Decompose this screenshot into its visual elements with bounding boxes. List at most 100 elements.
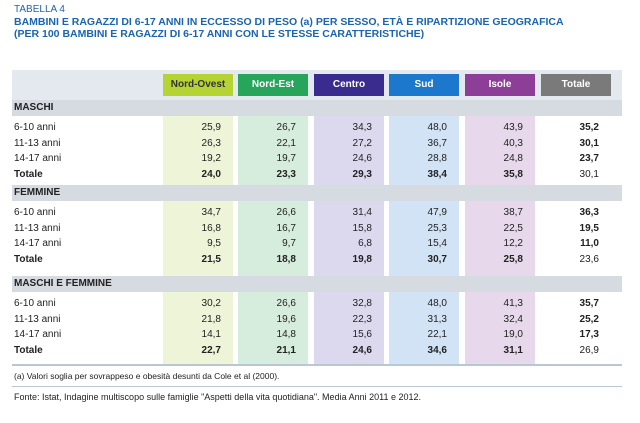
cell: 27,2 xyxy=(352,137,372,149)
column-band xyxy=(238,100,308,364)
cell: 19,0 xyxy=(503,329,523,340)
column-header: Sud xyxy=(389,74,459,96)
row-label: 14-17 anni xyxy=(14,238,62,249)
cell: 36,7 xyxy=(427,137,447,149)
cell: 34,3 xyxy=(352,122,372,133)
cell: 31,1 xyxy=(503,344,523,356)
cell: 19,2 xyxy=(201,153,221,164)
cell: 25,9 xyxy=(201,122,221,133)
row-label: 11-13 anni xyxy=(14,222,61,234)
cell: 15,4 xyxy=(427,238,447,249)
cell: 29,3 xyxy=(352,168,372,180)
section-bar xyxy=(12,185,622,201)
cell: 16,7 xyxy=(276,222,296,234)
cell: 23,7 xyxy=(579,153,599,164)
cell: 31,4 xyxy=(352,207,372,218)
cell: 32,8 xyxy=(352,298,372,309)
cell: 16,8 xyxy=(201,222,221,234)
cell: 19,5 xyxy=(579,222,599,234)
cell: 11,0 xyxy=(580,238,599,249)
title-line: (PER 100 BAMBINI E RAGAZZI DI 6-17 ANNI … xyxy=(14,28,425,40)
cell: 22,7 xyxy=(201,344,221,356)
cell: 48,0 xyxy=(427,122,447,133)
cell: 14,1 xyxy=(201,329,221,340)
cell: 41,3 xyxy=(503,298,523,309)
row-label: Totale xyxy=(14,344,43,356)
cell: 22,3 xyxy=(352,313,372,325)
column-header: Centro xyxy=(314,74,384,96)
column-band xyxy=(163,100,233,364)
cell: 15,8 xyxy=(352,222,372,234)
row-label: 11-13 anni xyxy=(14,313,61,325)
row-label: Totale xyxy=(14,168,43,180)
column-header: Nord-Ovest xyxy=(163,74,233,96)
row-label: Totale xyxy=(14,253,43,265)
cell: 21,1 xyxy=(276,344,296,356)
cell: 35,8 xyxy=(503,168,523,180)
cell: 32,4 xyxy=(503,313,523,325)
column-header: Isole xyxy=(465,74,535,96)
row-label: 14-17 anni xyxy=(14,153,62,164)
row-label: 6-10 anni xyxy=(14,122,56,133)
cell: 38,4 xyxy=(427,168,447,180)
cell: 25,3 xyxy=(427,222,447,234)
cell: 24,0 xyxy=(201,168,221,180)
cell: 38,7 xyxy=(503,207,523,218)
column-band xyxy=(389,100,459,364)
column-band xyxy=(314,100,384,364)
cell: 17,3 xyxy=(579,329,599,340)
cell: 26,9 xyxy=(579,344,599,356)
cell: 26,6 xyxy=(276,298,296,309)
row-label: 6-10 anni xyxy=(14,298,56,309)
cell: 25,2 xyxy=(579,313,599,325)
cell: 26,7 xyxy=(276,122,296,133)
cell: 35,2 xyxy=(579,122,599,133)
section-bar xyxy=(12,100,622,116)
cell: 15,6 xyxy=(352,329,372,340)
cell: 18,8 xyxy=(276,253,296,265)
cell: 6,8 xyxy=(358,238,372,249)
cell: 19,7 xyxy=(276,153,296,164)
cell: 34,6 xyxy=(427,344,447,356)
cell: 22,1 xyxy=(276,137,296,149)
cell: 31,3 xyxy=(427,313,447,325)
cell: 26,6 xyxy=(276,207,296,218)
cell: 24,8 xyxy=(503,153,523,164)
cell: 22,1 xyxy=(427,329,447,340)
cell: 24,6 xyxy=(352,344,372,356)
cell: 14,8 xyxy=(276,329,296,340)
cell: 23,3 xyxy=(276,168,296,180)
cell: 19,6 xyxy=(276,313,296,325)
cell: 9,5 xyxy=(207,238,221,249)
row-label: 14-17 anni xyxy=(14,329,62,340)
cell: 21,5 xyxy=(201,253,221,265)
cell: 47,9 xyxy=(427,207,447,218)
cell: 43,9 xyxy=(503,122,523,133)
cell: 30,1 xyxy=(579,168,599,180)
cell: 22,5 xyxy=(503,222,523,234)
cell: 12,2 xyxy=(503,238,523,249)
footnote: (a) Valori soglia per sovrappeso e obesi… xyxy=(14,371,280,381)
section-bar xyxy=(12,276,622,292)
rule xyxy=(12,364,622,366)
cell: 30,1 xyxy=(579,137,599,149)
table-label: TABELLA 4 xyxy=(14,4,65,15)
section-title: MASCHI xyxy=(14,102,54,113)
column-band xyxy=(465,100,535,364)
cell: 36,3 xyxy=(579,207,599,218)
cell: 26,3 xyxy=(201,137,221,149)
cell: 34,7 xyxy=(201,207,221,218)
cell: 48,0 xyxy=(427,298,447,309)
cell: 28,8 xyxy=(427,153,447,164)
cell: 40,3 xyxy=(503,137,523,149)
cell: 35,7 xyxy=(579,298,599,309)
row-label: 11-13 anni xyxy=(14,137,61,149)
source: Fonte: Istat, Indagine multiscopo sulle … xyxy=(14,392,421,402)
column-header: Nord-Est xyxy=(238,74,308,96)
section-title: FEMMINE xyxy=(14,187,61,198)
title-line: BAMBINI E RAGAZZI DI 6-17 ANNI IN ECCESS… xyxy=(14,16,564,28)
cell: 30,7 xyxy=(427,253,447,265)
section-title: MASCHI E FEMMINE xyxy=(14,278,112,289)
cell: 25,8 xyxy=(503,253,523,265)
